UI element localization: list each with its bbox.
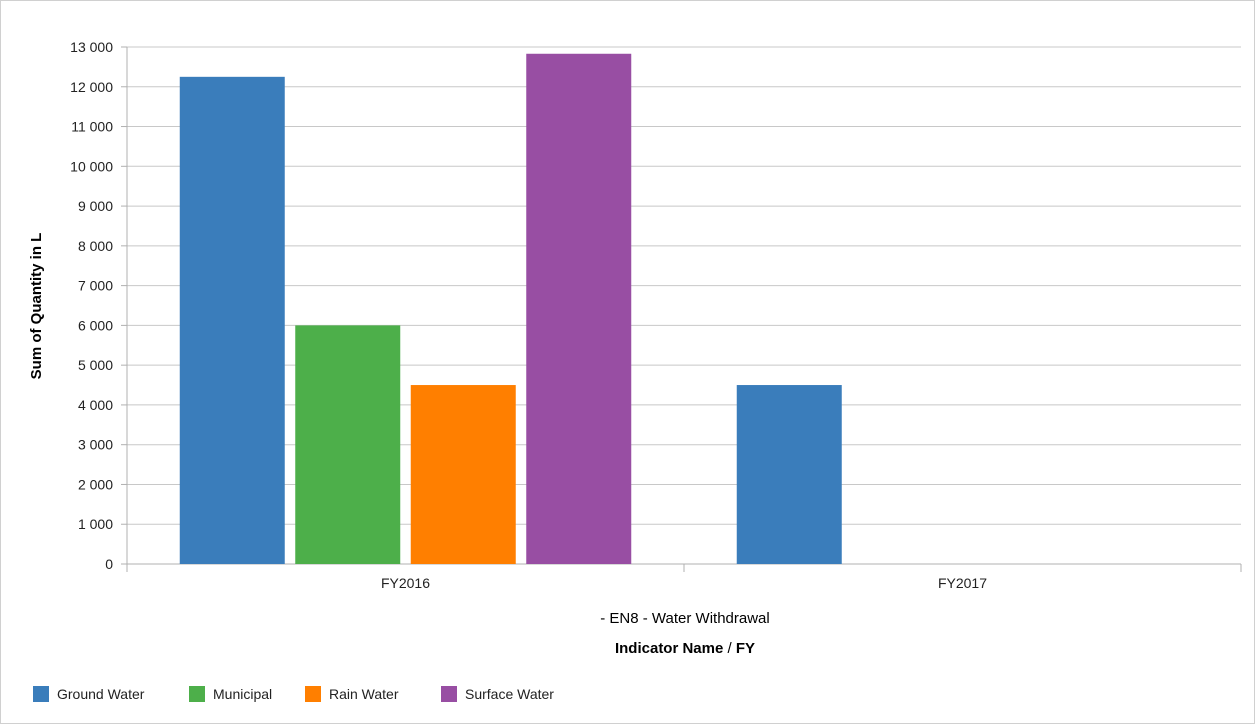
y-tick-label: 4 000 [78, 397, 113, 413]
y-tick-label: 9 000 [78, 198, 113, 214]
legend-label: Rain Water [329, 686, 399, 702]
y-axis-title: Sum of Quantity in L [28, 233, 45, 380]
legend-swatch [441, 686, 457, 702]
y-tick-label: 7 000 [78, 278, 113, 294]
y-tick-label: 6 000 [78, 317, 113, 333]
bar-ground-water [736, 385, 842, 564]
x-tick-label: FY2017 [938, 575, 987, 591]
x-axis-title: Indicator Name / FY [615, 640, 755, 657]
y-tick-label: 3 000 [78, 437, 113, 453]
y-tick-label: 5 000 [78, 357, 113, 373]
legend: Ground Water Municipal Rain Water Surface W… [33, 686, 554, 702]
y-tick-label: 0 [105, 556, 113, 572]
legend-label: Ground Water [57, 686, 145, 702]
x-tick-label: FY2016 [381, 575, 430, 591]
x-axis: FY2016 FY2017 [126, 564, 1242, 591]
bar-rain-water [410, 385, 516, 564]
legend-swatch [33, 686, 49, 702]
y-tick-label: 10 000 [70, 158, 113, 174]
y-tick-label: 1 000 [78, 516, 113, 532]
x-axis-title-part-1: Indicator Name [615, 640, 723, 657]
legend-label: Surface Water [465, 686, 554, 702]
x-axis-subtitle: - EN8 - Water Withdrawal [600, 610, 769, 627]
y-tick-label: 2 000 [78, 476, 113, 492]
y-tick-label: 8 000 [78, 238, 113, 254]
y-tick-label: 13 000 [70, 39, 113, 55]
bar-municipal [295, 325, 401, 564]
legend-swatch [189, 686, 205, 702]
y-tick-label: 12 000 [70, 79, 113, 95]
y-axis-ticks: 0 1 000 2 000 3 000 4 000 5 000 6 000 7 000 8 00… [70, 39, 128, 572]
y-tick-label: 11 000 [71, 119, 113, 135]
legend-swatch [305, 686, 321, 702]
gridlines [127, 46, 1241, 565]
x-axis-title-separator: / [723, 640, 736, 657]
legend-label: Municipal [213, 686, 272, 702]
bars [179, 53, 842, 565]
bar-surface-water [526, 53, 632, 564]
bar-ground-water [179, 76, 285, 565]
x-axis-title-part-2: FY [736, 640, 755, 657]
